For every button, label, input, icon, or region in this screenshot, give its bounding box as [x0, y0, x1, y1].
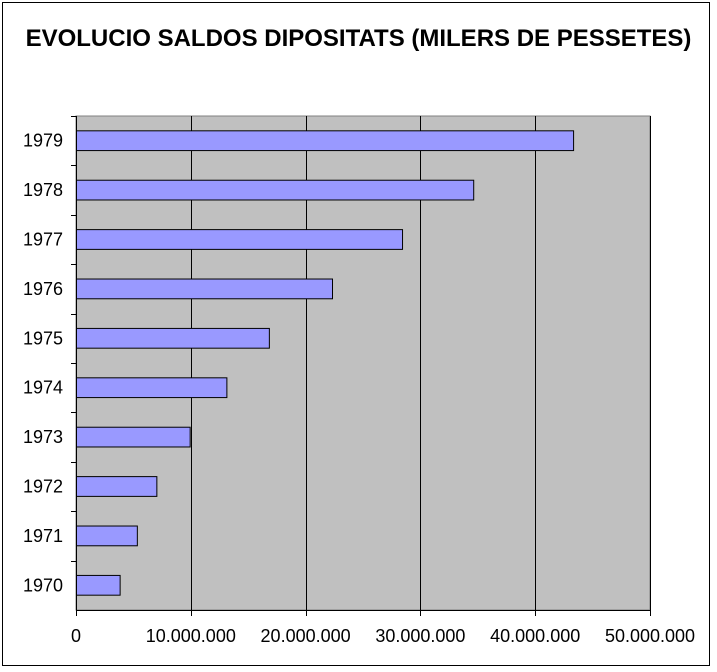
y-tick-labels: 1970 1971 1972 1973 1974 1975 1976 1977 1978 1979	[23, 116, 76, 595]
bar-1975	[76, 327, 270, 349]
y-tick-label: 1974	[23, 378, 63, 398]
bar-1972	[76, 476, 158, 497]
y-tick-label: 1973	[23, 427, 63, 447]
chart-title: EVOLUCIO SALDOS DIPOSITATS (MILERS DE PE…	[25, 25, 692, 52]
y-tick-label: 1972	[23, 477, 63, 497]
y-tick-label: 1977	[23, 230, 63, 250]
bar-1976	[76, 278, 334, 300]
y-tick-label: 1975	[23, 328, 63, 348]
bar-1974	[76, 377, 228, 399]
bars	[76, 130, 575, 596]
bar-1979	[76, 130, 575, 152]
x-tick-label: 40.000.000	[490, 626, 580, 646]
x-tick-label: 20.000.000	[261, 626, 351, 646]
bar-1977	[76, 229, 404, 250]
y-tick-label: 1976	[23, 279, 63, 299]
y-tick-label: 1978	[23, 180, 63, 200]
x-tick-labels: 0 10.000.000 20.000.000 30.000.000 40.000.00…	[71, 610, 695, 646]
bar-1970	[76, 574, 121, 596]
y-tick-label: 1970	[23, 575, 63, 595]
x-tick-label: 50.000.000	[605, 626, 695, 646]
bar-1973	[76, 426, 191, 448]
bar-1978	[76, 179, 475, 201]
bar-1971	[76, 525, 138, 547]
x-tick-label: 10.000.000	[146, 626, 236, 646]
y-tick-label: 1979	[23, 131, 63, 151]
x-tick-label: 0	[71, 626, 81, 646]
x-tick-label: 30.000.000	[375, 626, 465, 646]
y-tick-label: 1971	[23, 526, 63, 546]
